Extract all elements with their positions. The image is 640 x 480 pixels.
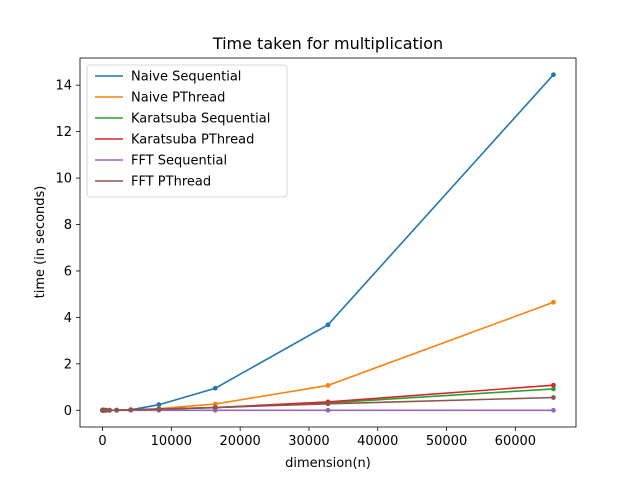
y-axis-label: time (in seconds) xyxy=(33,186,48,299)
y-tick-label: 0 xyxy=(64,404,72,419)
data-point xyxy=(107,407,112,413)
x-axis: 0 10000 20000 30000 40000 50000 60000 xyxy=(98,427,536,449)
plot-area xyxy=(100,72,556,413)
legend-item: FFT PThread xyxy=(95,175,211,190)
legend-item: Karatsuba Sequential xyxy=(95,112,270,127)
x-tick-label: 10000 xyxy=(151,434,192,449)
data-point xyxy=(551,382,556,388)
y-tick-label: 10 xyxy=(55,172,72,187)
y-tick-label: 12 xyxy=(55,125,72,140)
y-tick-label: 14 xyxy=(55,79,72,94)
data-point xyxy=(551,72,556,78)
y-tick-label: 6 xyxy=(64,264,72,279)
y-axis: 0 2 4 6 8 10 12 14 xyxy=(55,79,80,419)
legend-item: FFT Sequential xyxy=(95,154,227,169)
data-point xyxy=(212,385,218,391)
chart-title: Time taken for multiplication xyxy=(212,34,443,53)
x-axis-label: dimension(n) xyxy=(285,456,371,471)
legend-label: FFT Sequential xyxy=(131,154,227,169)
y-tick-label: 4 xyxy=(64,311,72,326)
data-point xyxy=(156,406,162,412)
legend-item: Naive Sequential xyxy=(95,70,241,85)
data-point xyxy=(114,407,120,413)
data-point xyxy=(551,395,556,400)
data-point xyxy=(103,407,109,413)
series-fft-pthread xyxy=(100,395,556,413)
legend-label: Karatsuba PThread xyxy=(131,133,254,148)
legend-label: Naive Sequential xyxy=(131,70,241,85)
y-tick-label: 2 xyxy=(64,357,72,372)
legend: Naive Sequential Naive PThread Karatsuba S… xyxy=(86,64,288,198)
legend-label: Karatsuba Sequential xyxy=(131,112,270,127)
legend-label: Naive PThread xyxy=(131,91,225,106)
x-tick-label: 50000 xyxy=(426,434,467,449)
legend-box xyxy=(86,64,288,198)
data-point xyxy=(551,386,556,392)
x-tick-label: 60000 xyxy=(495,434,536,449)
data-point xyxy=(551,407,556,413)
data-point xyxy=(325,401,331,407)
x-tick-label: 20000 xyxy=(219,434,260,449)
x-tick-label: 40000 xyxy=(357,434,398,449)
legend-label: FFT PThread xyxy=(131,175,211,190)
x-tick-label: 30000 xyxy=(288,434,329,449)
data-point xyxy=(128,407,134,413)
data-point xyxy=(212,405,218,410)
data-point xyxy=(551,299,556,305)
data-point xyxy=(325,383,331,388)
x-tick-label: 0 xyxy=(98,434,106,449)
data-point xyxy=(156,402,162,408)
data-point xyxy=(212,401,218,407)
data-point xyxy=(325,322,331,328)
axes-frame xyxy=(79,57,577,428)
legend-item: Karatsuba PThread xyxy=(95,133,254,148)
data-point xyxy=(325,407,331,413)
y-tick-label: 8 xyxy=(64,218,72,233)
legend-item: Naive PThread xyxy=(95,91,225,106)
